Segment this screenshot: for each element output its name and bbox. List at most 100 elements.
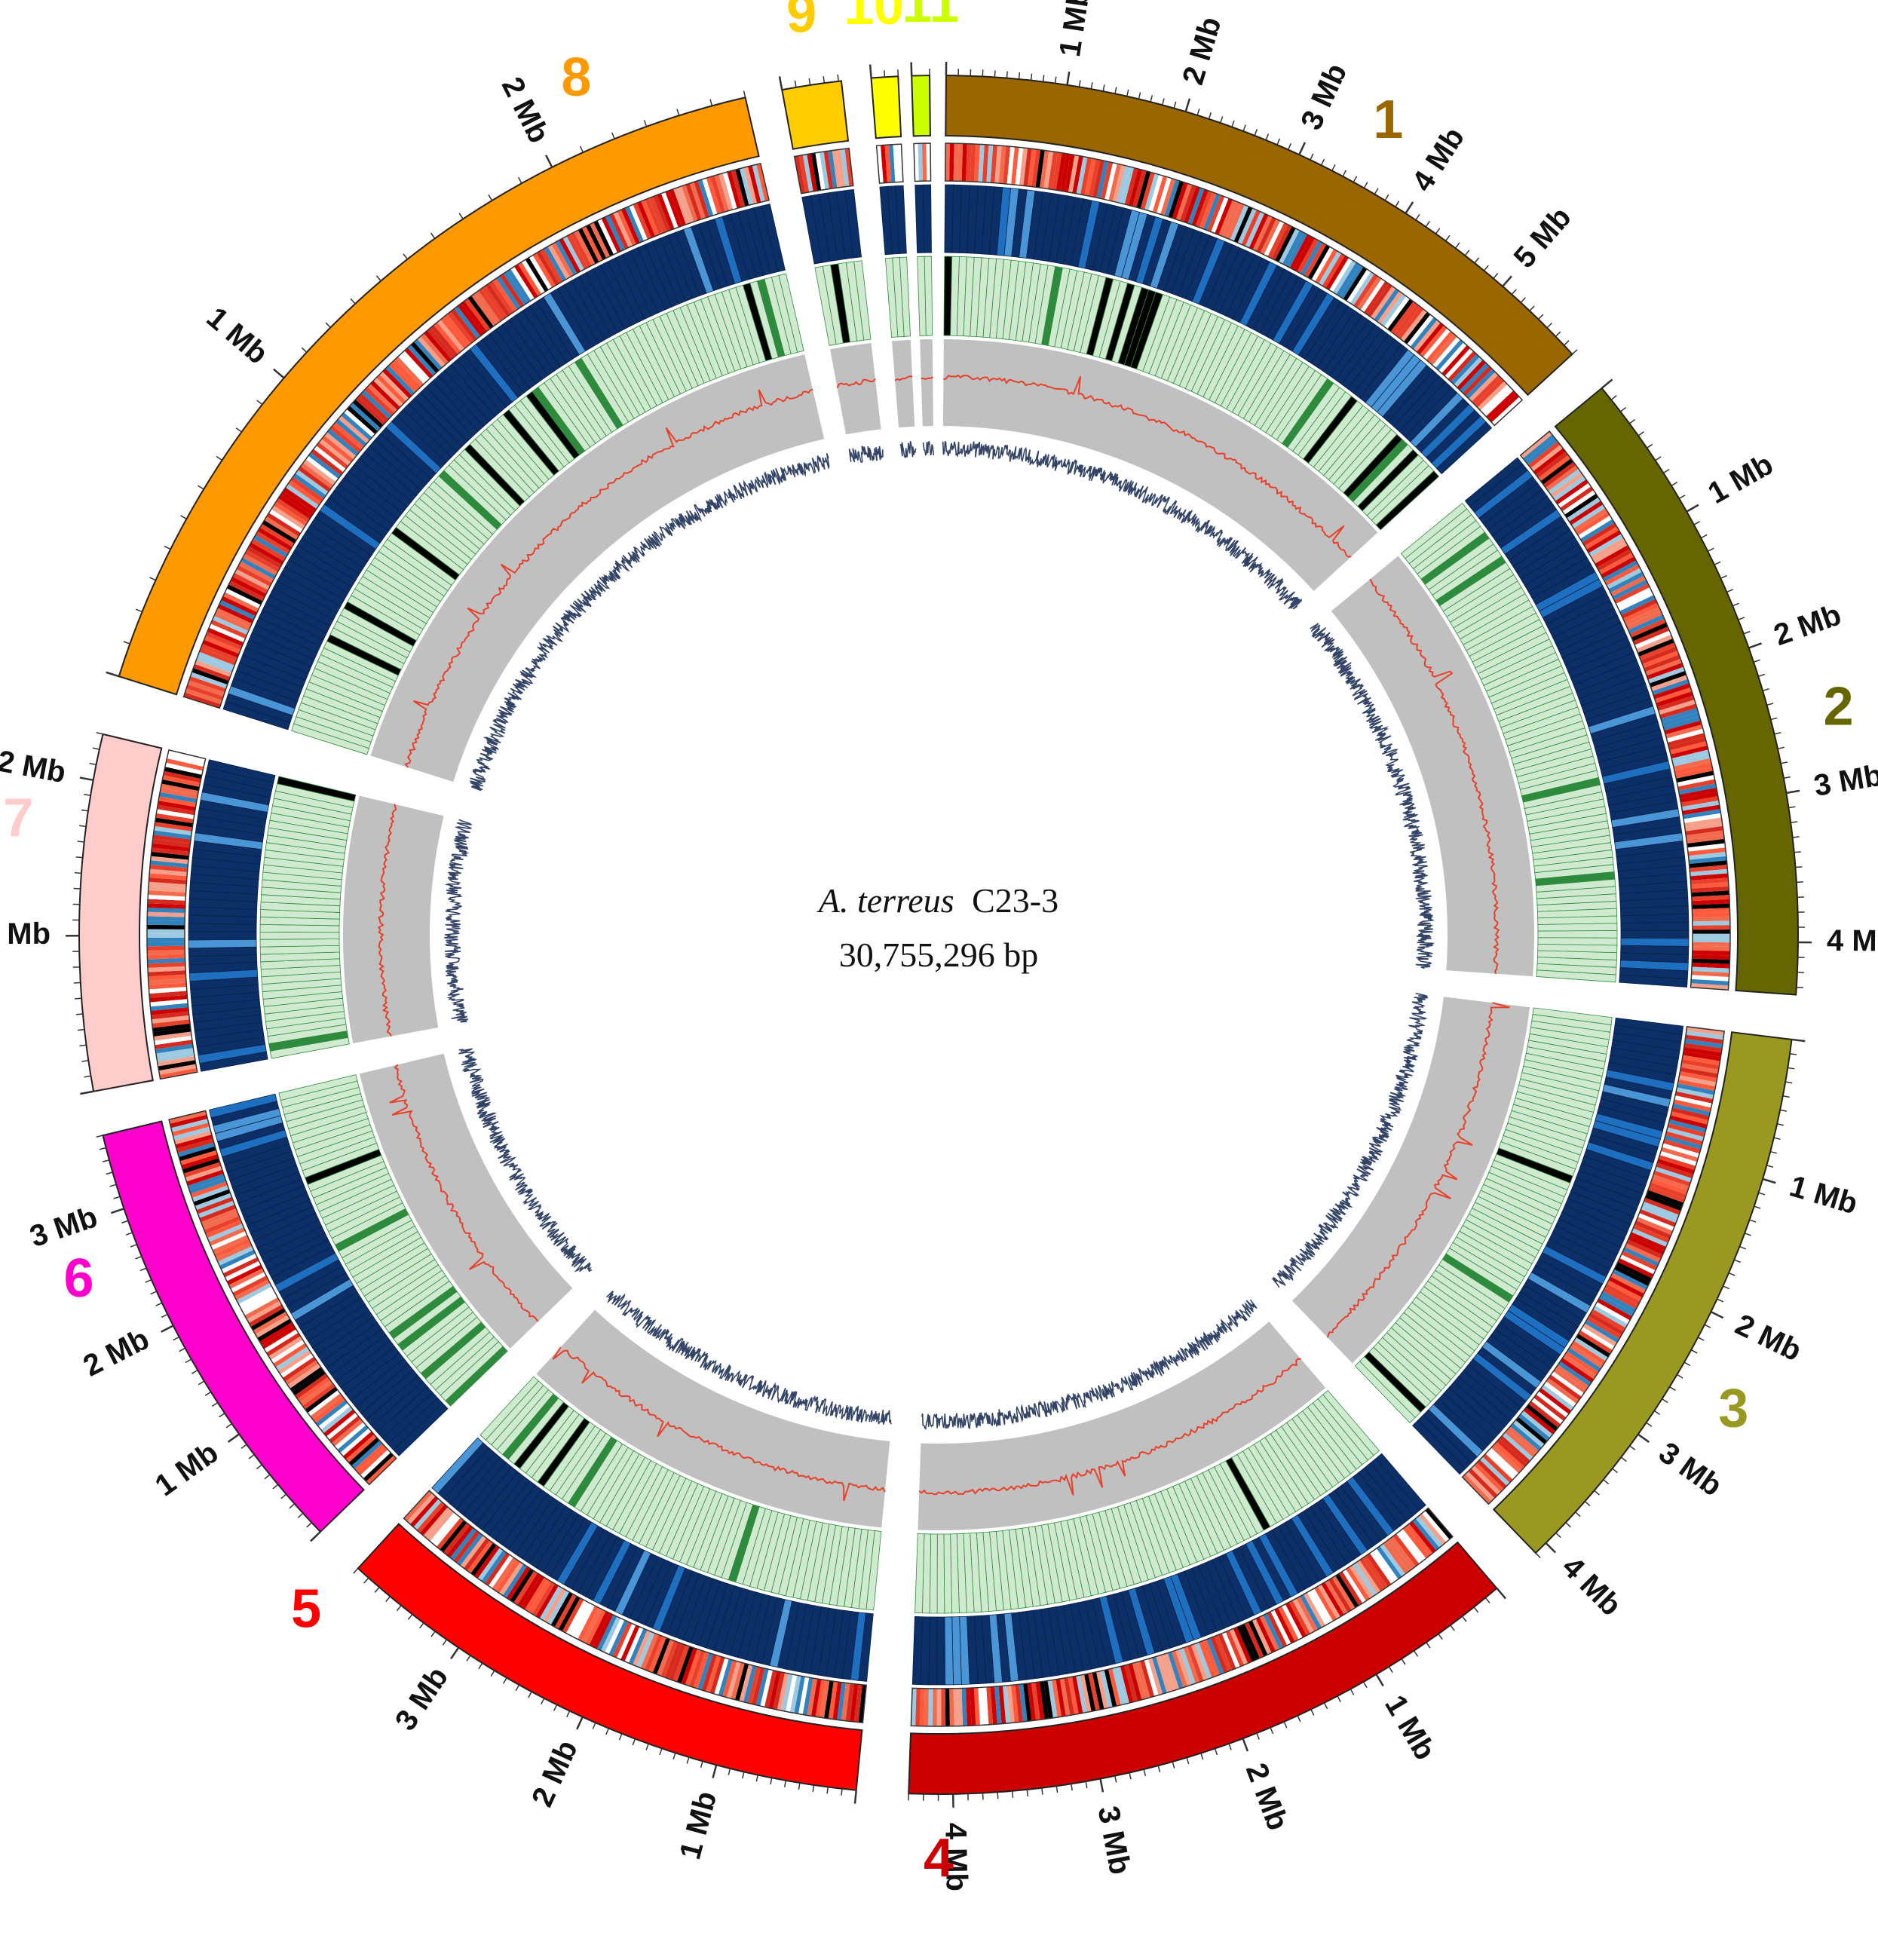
heat-segment <box>148 886 186 893</box>
blue-segment <box>431 1437 484 1494</box>
tick-label-2-4: 4 Mb <box>1827 924 1878 958</box>
heat-segment <box>413 1499 442 1530</box>
heat-segment <box>1362 1555 1388 1589</box>
heat-segment <box>986 145 994 183</box>
heat-segment <box>1548 468 1582 495</box>
heat-segment <box>739 167 753 206</box>
heat-segment <box>768 1671 781 1709</box>
heat-segment <box>152 843 190 852</box>
tick-mark <box>1026 1789 1028 1796</box>
tick-mark <box>1342 170 1347 177</box>
heat-segment <box>161 779 200 792</box>
heat-segment <box>677 185 694 223</box>
heat-segment <box>1683 809 1721 819</box>
red-line-track <box>377 804 397 1037</box>
heat-segment <box>1591 537 1626 561</box>
tick-mark <box>1754 1205 1761 1209</box>
green-segment <box>914 1533 925 1614</box>
heat-segment <box>161 783 199 795</box>
heat-segment <box>605 1618 625 1655</box>
heat-segment <box>153 830 191 840</box>
heat-segment <box>154 825 192 836</box>
tick-label-3-1: 1 Mb <box>1786 1169 1861 1220</box>
heat-segment <box>1011 146 1019 185</box>
tick-mark <box>161 1313 168 1318</box>
heat-segment <box>1210 1636 1228 1674</box>
heat-segment <box>1682 1055 1720 1066</box>
tick-mark <box>1788 1067 1795 1070</box>
tick-label-2-3: 3 Mb <box>1812 758 1878 802</box>
heat-segment <box>1674 1095 1712 1108</box>
blue-segment <box>1619 974 1688 988</box>
heat-segment <box>1584 526 1619 550</box>
tick-mark <box>783 1780 787 1787</box>
heat-segment <box>973 144 981 182</box>
heat-segment <box>1654 687 1693 703</box>
heat-segment <box>148 978 187 985</box>
heat-segment <box>275 1346 310 1371</box>
heat-segment <box>798 155 810 193</box>
heat-segment <box>147 899 186 905</box>
heat-segment <box>158 801 196 811</box>
heat-segment <box>657 193 675 231</box>
tick-label-1-2: 2 Mb <box>1176 13 1227 88</box>
heat-segment <box>566 234 588 270</box>
heat-segment <box>204 635 241 654</box>
tick-mark <box>1196 109 1200 116</box>
heat-segment <box>201 1208 238 1227</box>
heat-segment <box>1047 1680 1058 1718</box>
heat-segment <box>1515 1416 1548 1444</box>
heat-segment <box>1383 296 1411 329</box>
tick-mark <box>1603 1479 1610 1484</box>
heat-segment <box>653 194 671 232</box>
heat-segment <box>303 459 336 485</box>
heat-segment <box>1653 683 1691 700</box>
green-segment <box>936 1533 945 1614</box>
heat-segment <box>1191 188 1209 226</box>
heat-segment <box>973 1687 980 1726</box>
tick-label-2-1: 1 Mb <box>1702 448 1778 510</box>
heat-segment <box>710 175 725 213</box>
heat-segment <box>1551 1371 1584 1397</box>
heat-segment <box>264 516 299 541</box>
chromosome-8-label: 8 <box>561 47 591 108</box>
tick-mark <box>712 1764 718 1778</box>
heat-segment <box>1555 479 1589 505</box>
heat-segment <box>1652 1174 1690 1191</box>
heat-segment <box>352 399 384 428</box>
heat-segment <box>278 495 312 519</box>
heat-segment <box>1525 438 1558 465</box>
tick-mark <box>1545 1542 1557 1554</box>
heat-segment <box>1124 1664 1138 1702</box>
heat-segment <box>217 1245 254 1266</box>
heat-segment <box>1100 1670 1113 1708</box>
heat-segment <box>190 1181 228 1198</box>
tick-mark <box>1018 72 1021 80</box>
heat-segment <box>1680 1063 1719 1074</box>
heat-segment <box>177 1142 216 1157</box>
heat-segment <box>169 1110 207 1124</box>
heat-segment <box>645 198 663 235</box>
tick-mark <box>256 1464 262 1470</box>
tick-mark <box>1647 443 1653 449</box>
tick-mark <box>1350 1689 1355 1695</box>
blue-segment <box>188 946 257 957</box>
tick-label-4-4: 4 Mb <box>939 1822 973 1891</box>
heat-segment <box>147 920 185 926</box>
heat-segment <box>147 911 185 917</box>
heat-segment <box>1402 1526 1429 1559</box>
heat-segment <box>1314 1586 1337 1622</box>
heat-segment <box>340 1428 372 1456</box>
heat-segment <box>290 476 324 502</box>
heat-segment <box>617 210 636 247</box>
heat-segment <box>1692 963 1730 969</box>
heat-segment <box>424 330 452 363</box>
heat-segment <box>689 1650 706 1688</box>
heat-segment <box>201 643 238 662</box>
tick-mark <box>466 1655 471 1661</box>
heat-segment <box>661 191 679 229</box>
tick-mark <box>1353 176 1358 182</box>
svg-text:A. terreus C23-3: A. terreus C23-3 <box>816 881 1058 920</box>
heat-segment <box>1686 1031 1724 1040</box>
tick-mark <box>264 1474 271 1480</box>
